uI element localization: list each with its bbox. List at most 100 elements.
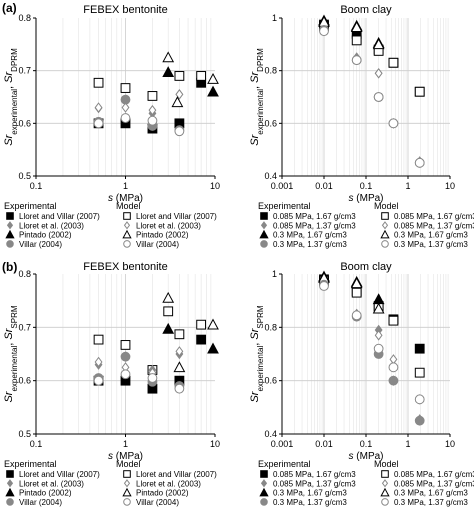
x-tick-label: 0.001: [271, 181, 294, 191]
data-point: [94, 356, 103, 368]
x-axis-label-var: s: [108, 451, 113, 462]
data-point: [174, 383, 185, 394]
x-tick-label: 0.1: [30, 181, 43, 191]
chart-title: Boom clay: [340, 4, 392, 16]
x-tick-label: 10: [445, 181, 455, 191]
legend-label: Lloret et al. (2003): [136, 479, 201, 488]
legend-marker: [6, 479, 14, 488]
y-tick-label: 0.6: [264, 376, 277, 386]
data-point: [174, 71, 185, 81]
chart-1-0: 0.1 1 10 0.5 0.6 0.7 0.8 FEBEX bentonite s (MPa)…: [3, 261, 220, 507]
series-5: [162, 291, 219, 373]
data-point: [93, 334, 104, 345]
legend-marker: [260, 479, 268, 488]
legend-marker: [380, 487, 390, 497]
x-tick-label: 1: [123, 181, 128, 191]
legend-label: Villar (2004): [19, 240, 62, 249]
y-axis-label-part: Sr: [249, 70, 261, 82]
series-3: [94, 89, 184, 116]
x-tick-label: 0.01: [315, 439, 333, 449]
legend-marker: [381, 212, 389, 220]
legend-label: 0.3 MPa, 1.37 g/cm3: [394, 498, 468, 507]
data-point: [388, 362, 399, 373]
legend-header: Experimental: [258, 459, 311, 469]
legend-marker: [5, 229, 15, 239]
y-tick-label: 0.8: [18, 269, 31, 279]
legend-label: Villar (2004): [136, 240, 179, 249]
legend-marker: [6, 470, 14, 478]
data-point: [93, 375, 104, 386]
y-axis-label-part: Sr: [249, 390, 261, 402]
legend-marker: [123, 212, 131, 220]
legend-marker: [6, 212, 14, 220]
data-point: [94, 102, 103, 113]
legend-label: Pintado (2002): [19, 489, 72, 498]
series-7: [93, 369, 185, 394]
x-axis-label: s (MPa): [108, 451, 143, 462]
data-point: [414, 86, 425, 97]
y-tick-label: 0.5: [18, 429, 31, 439]
x-axis-label-var: s: [349, 451, 354, 462]
data-point: [351, 35, 362, 46]
data-point: [175, 89, 184, 100]
legend-label: Lloret et al. (2003): [19, 479, 84, 488]
legend-marker: [122, 229, 132, 239]
data-point: [414, 157, 425, 168]
chart-title: FEBEX bentonite: [83, 4, 167, 16]
legend-label: 0.3 MPa, 1.37 g/cm3: [394, 240, 468, 249]
legend-marker: [260, 212, 268, 220]
legend-label: 0.085 MPa, 1.67 g/cm3: [394, 470, 474, 479]
legend-marker: [6, 498, 14, 506]
data-point: [120, 340, 131, 350]
data-point: [388, 315, 399, 326]
legend-label: Lloret and Villar (2007): [136, 470, 217, 479]
y-tick-label: 0.8: [264, 66, 277, 76]
legend-label: 0.3 MPa, 1.67 g/cm3: [273, 231, 347, 240]
legend-marker: [260, 498, 268, 506]
chart-title: FEBEX bentonite: [83, 261, 167, 273]
data-point: [147, 373, 158, 383]
legend-marker: [5, 487, 15, 497]
legend-marker: [122, 487, 132, 497]
legend-header: Model: [374, 201, 399, 211]
y-tick-label: 0.8: [264, 322, 277, 332]
x-axis-label-unit: (MPa): [354, 193, 384, 204]
legend-marker: [381, 470, 389, 478]
legend-label: 0.085 MPa, 1.37 g/cm3: [394, 221, 474, 230]
legend-label: 0.3 MPa, 1.67 g/cm3: [394, 489, 468, 498]
y-tick-label: 0.4: [264, 429, 277, 439]
x-tick-label: 10: [445, 439, 455, 449]
x-axis-label: s (MPa): [349, 451, 384, 462]
chart-0-0: 0.1 1 10 0.5 0.6 0.7 0.8 FEBEX bentonite s (MPa)…: [3, 4, 220, 249]
data-point: [414, 343, 425, 354]
data-point: [319, 281, 329, 291]
data-point: [373, 92, 384, 102]
y-tick-label: 0.6: [18, 118, 31, 128]
data-point: [350, 277, 363, 289]
legend-header: Model: [116, 201, 141, 211]
legend-marker: [123, 470, 131, 478]
legend-header: Experimental: [4, 201, 57, 211]
x-tick-label: 10: [210, 181, 220, 191]
data-point: [162, 322, 175, 334]
data-point: [175, 346, 184, 357]
y-axis-label-part: DPRM: [256, 48, 265, 72]
legend-label: 0.3 MPa, 1.37 g/cm3: [273, 498, 347, 507]
data-point: [388, 375, 399, 386]
x-axis-label: s (MPa): [349, 193, 384, 204]
legend-label: 0.3 MPa, 1.67 g/cm3: [394, 231, 468, 240]
series-5: [162, 51, 219, 108]
x-tick-label: 0.01: [315, 181, 333, 191]
data-point: [374, 330, 383, 341]
data-point: [207, 342, 219, 354]
y-axis-label-part: ,: [3, 340, 15, 346]
legend-label: 0.085 MPa, 1.37 g/cm3: [273, 479, 356, 488]
y-tick-label: 0.7: [18, 66, 31, 76]
y-tick-label: 1: [272, 269, 277, 279]
data-point: [350, 21, 363, 33]
x-axis-label-var: s: [108, 193, 113, 204]
data-point: [414, 367, 425, 378]
chart-title: Boom clay: [340, 261, 392, 273]
data-point: [207, 85, 219, 97]
